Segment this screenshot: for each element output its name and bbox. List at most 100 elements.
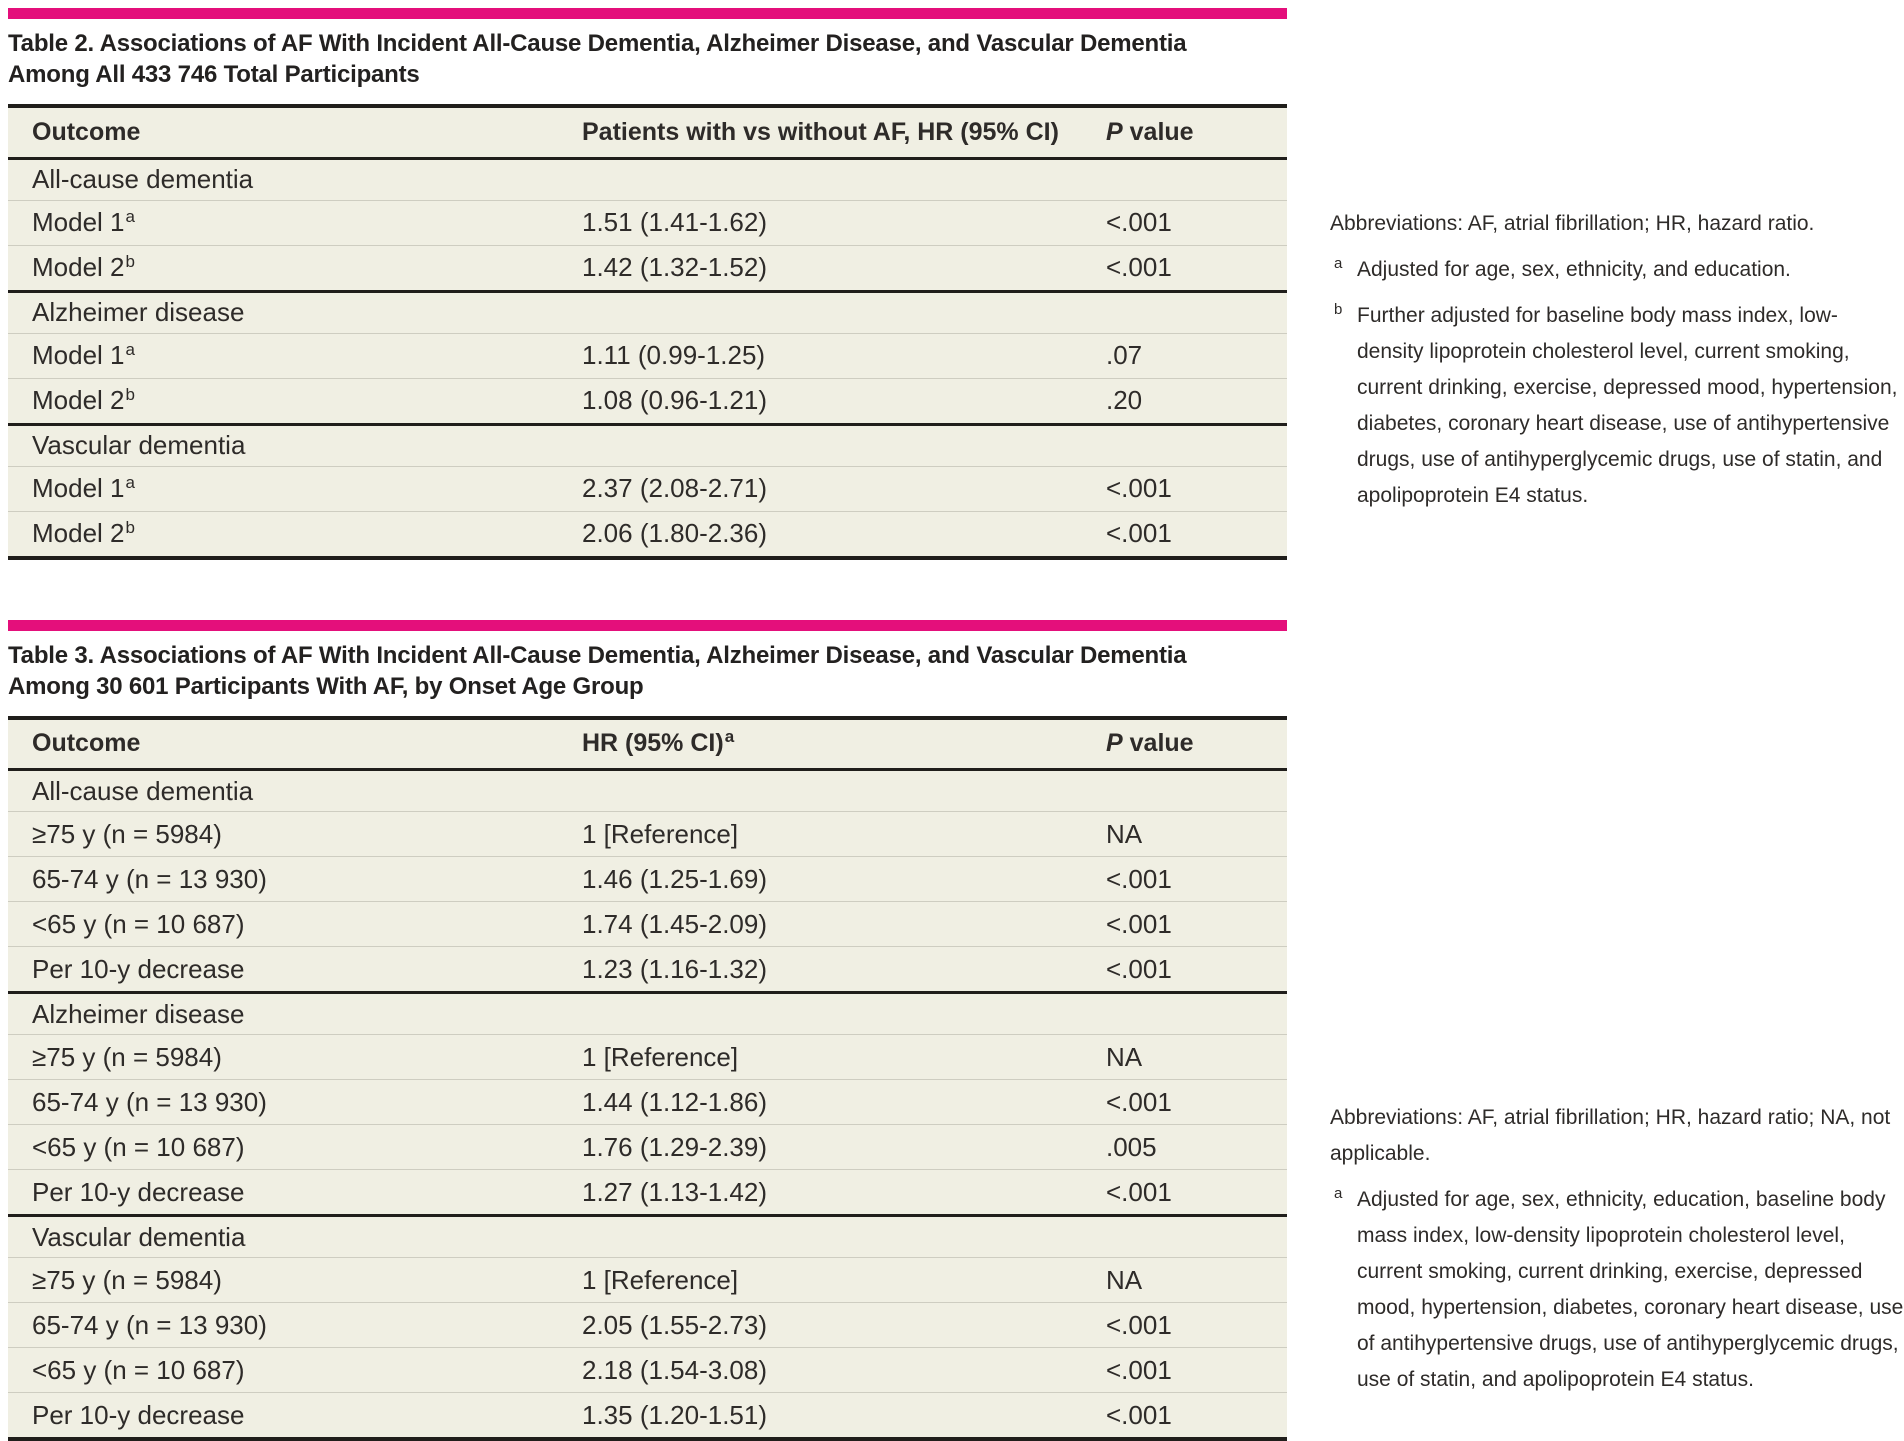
- section-header-label: Alzheimer disease: [8, 291, 1287, 333]
- table2-section-header-vascular: Vascular dementia: [8, 424, 1287, 466]
- table-row: <65 y (n = 10 687) 2.18 (1.54-3.08) <.00…: [8, 1348, 1287, 1393]
- table3-section-header-allcause: All-cause dementia: [8, 770, 1287, 812]
- table-row: Per 10-y decrease 1.27 (1.13-1.42) <.001: [8, 1170, 1287, 1216]
- table2-left-column: Table 2. Associations of AF With Inciden…: [8, 8, 1287, 560]
- table2: Outcome Patients with vs without AF, HR …: [8, 104, 1287, 560]
- table3-accent-bar: [8, 620, 1287, 631]
- table2-abbreviations: Abbreviations: AF, atrial fibrillation; …: [1330, 206, 1904, 242]
- table3-section: Table 3. Associations of AF With Inciden…: [8, 620, 1904, 1441]
- table-row: Per 10-y decrease 1.35 (1.20-1.51) <.001: [8, 1393, 1287, 1440]
- hr-cell: 1.44 (1.12-1.86): [582, 1080, 1106, 1125]
- outcome-cell: Per 10-y decrease: [8, 1170, 582, 1216]
- table-row: ≥75 y (n = 5984) 1 [Reference] NA: [8, 1035, 1287, 1080]
- hr-cell: 2.37 (2.08-2.71): [582, 466, 1106, 511]
- pvalue-cell: <.001: [1106, 245, 1287, 291]
- pvalue-cell: <.001: [1106, 1170, 1287, 1216]
- hr-cell: 2.06 (1.80-2.36): [582, 511, 1106, 558]
- hr-cell: 1.74 (1.45-2.09): [582, 902, 1106, 947]
- table3-section-header-alzheimer: Alzheimer disease: [8, 993, 1287, 1035]
- table-row: Model 2b 2.06 (1.80-2.36) <.001: [8, 511, 1287, 558]
- table-row: 65-74 y (n = 13 930) 2.05 (1.55-2.73) <.…: [8, 1303, 1287, 1348]
- hr-cell: 1.35 (1.20-1.51): [582, 1393, 1106, 1440]
- hr-cell: 1.27 (1.13-1.42): [582, 1170, 1106, 1216]
- outcome-cell: Per 10-y decrease: [8, 1393, 582, 1440]
- table-row: Model 1a 1.51 (1.41-1.62) <.001: [8, 200, 1287, 245]
- table3-col-outcome: Outcome: [8, 718, 582, 770]
- footnote-ref: a: [126, 340, 135, 359]
- table2-col-hr: Patients with vs without AF, HR (95% CI): [582, 106, 1106, 158]
- hr-cell: 2.18 (1.54-3.08): [582, 1348, 1106, 1393]
- pvalue-cell: .20: [1106, 378, 1287, 424]
- hr-cell: 1 [Reference]: [582, 1035, 1106, 1080]
- pvalue-cell: <.001: [1106, 947, 1287, 993]
- pvalue-cell: <.001: [1106, 1348, 1287, 1393]
- table-row: Per 10-y decrease 1.23 (1.16-1.32) <.001: [8, 947, 1287, 993]
- outcome-cell: 65-74 y (n = 13 930): [8, 857, 582, 902]
- table2-section-header-alzheimer: Alzheimer disease: [8, 291, 1287, 333]
- table-row: Model 2b 1.08 (0.96-1.21) .20: [8, 378, 1287, 424]
- hr-cell: 1.11 (0.99-1.25): [582, 333, 1106, 378]
- section-header-label: All-cause dementia: [8, 770, 1287, 812]
- table-row: Model 1a 2.37 (2.08-2.71) <.001: [8, 466, 1287, 511]
- table3-left-column: Table 3. Associations of AF With Inciden…: [8, 620, 1287, 1441]
- table2-title: Table 2. Associations of AF With Inciden…: [8, 28, 1287, 90]
- pvalue-cell: <.001: [1106, 1080, 1287, 1125]
- pvalue-cell: .07: [1106, 333, 1287, 378]
- hr-cell: 1.08 (0.96-1.21): [582, 378, 1106, 424]
- footnote-marker-a: a: [1334, 1176, 1342, 1212]
- table3-footnotes: Abbreviations: AF, atrial fibrillation; …: [1330, 620, 1904, 1408]
- hr-cell: 1.42 (1.32-1.52): [582, 245, 1106, 291]
- pvalue-cell: NA: [1106, 1035, 1287, 1080]
- table2-footnotes: Abbreviations: AF, atrial fibrillation; …: [1330, 8, 1904, 524]
- section-header-label: All-cause dementia: [8, 158, 1287, 200]
- pvalue-cell: <.001: [1106, 902, 1287, 947]
- footnote-ref: b: [126, 385, 135, 404]
- table2-header-row: Outcome Patients with vs without AF, HR …: [8, 106, 1287, 158]
- table-row: ≥75 y (n = 5984) 1 [Reference] NA: [8, 812, 1287, 857]
- hr-cell: 1.76 (1.29-2.39): [582, 1125, 1106, 1170]
- outcome-cell: ≥75 y (n = 5984): [8, 812, 582, 857]
- section-header-label: Alzheimer disease: [8, 993, 1287, 1035]
- pvalue-cell: <.001: [1106, 511, 1287, 558]
- pvalue-italic-p: P: [1106, 118, 1123, 146]
- outcome-cell: Model 2b: [8, 378, 582, 424]
- table3-col-hr: HR (95% CI)a: [582, 718, 1106, 770]
- footnote-marker-b: b: [1334, 292, 1342, 328]
- pvalue-cell: NA: [1106, 1258, 1287, 1303]
- outcome-cell: Model 1a: [8, 333, 582, 378]
- pvalue-cell: <.001: [1106, 200, 1287, 245]
- table-row: 65-74 y (n = 13 930) 1.46 (1.25-1.69) <.…: [8, 857, 1287, 902]
- table2-col-pvalue: P value: [1106, 106, 1287, 158]
- hr-cell: 1 [Reference]: [582, 812, 1106, 857]
- table-row: Model 2b 1.42 (1.32-1.52) <.001: [8, 245, 1287, 291]
- table3-section-header-vascular: Vascular dementia: [8, 1216, 1287, 1258]
- pvalue-cell: <.001: [1106, 1393, 1287, 1440]
- table3-title-line1: Table 3. Associations of AF With Inciden…: [8, 640, 1287, 671]
- table-row: <65 y (n = 10 687) 1.76 (1.29-2.39) .005: [8, 1125, 1287, 1170]
- table-row: ≥75 y (n = 5984) 1 [Reference] NA: [8, 1258, 1287, 1303]
- table3-title-line2: Among 30 601 Participants With AF, by On…: [8, 671, 1287, 702]
- table3-title: Table 3. Associations of AF With Inciden…: [8, 640, 1287, 702]
- outcome-cell: Model 1a: [8, 200, 582, 245]
- pvalue-cell: <.001: [1106, 466, 1287, 511]
- outcome-cell: ≥75 y (n = 5984): [8, 1258, 582, 1303]
- outcome-cell: ≥75 y (n = 5984): [8, 1035, 582, 1080]
- hr-cell: 1.23 (1.16-1.32): [582, 947, 1106, 993]
- pvalue-cell: <.001: [1106, 1303, 1287, 1348]
- pvalue-cell: .005: [1106, 1125, 1287, 1170]
- footnote-ref: a: [126, 473, 135, 492]
- outcome-cell: <65 y (n = 10 687): [8, 1348, 582, 1393]
- outcome-cell: Model 2b: [8, 245, 582, 291]
- table3-col-pvalue: P value: [1106, 718, 1287, 770]
- table2-title-line1: Table 2. Associations of AF With Inciden…: [8, 28, 1287, 59]
- outcome-cell: 65-74 y (n = 13 930): [8, 1303, 582, 1348]
- table3: Outcome HR (95% CI)a P value All-cause d…: [8, 716, 1287, 1441]
- pvalue-cell: NA: [1106, 812, 1287, 857]
- hr-cell: 1.46 (1.25-1.69): [582, 857, 1106, 902]
- table-row: Model 1a 1.11 (0.99-1.25) .07: [8, 333, 1287, 378]
- footnote-ref: a: [126, 207, 135, 226]
- table3-header-row: Outcome HR (95% CI)a P value: [8, 718, 1287, 770]
